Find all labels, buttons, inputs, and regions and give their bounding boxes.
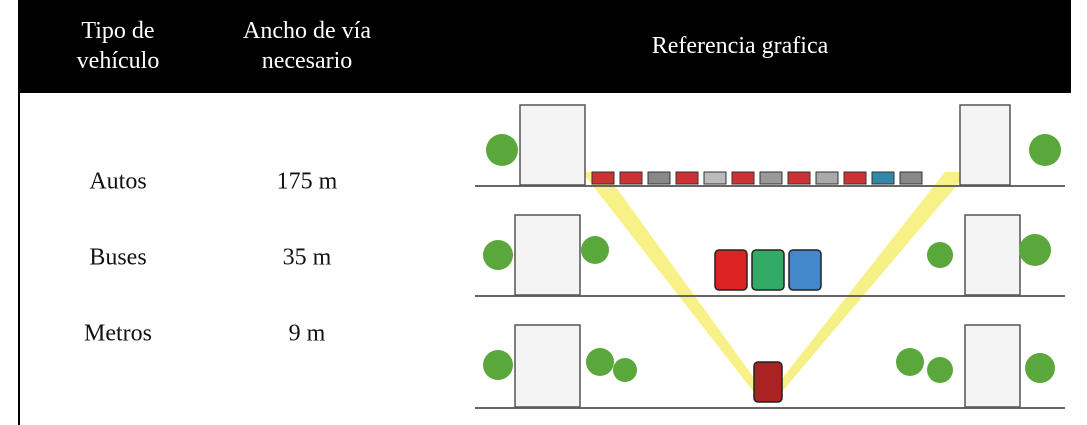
road-width: 9 m bbox=[288, 320, 326, 347]
header-cell: Ancho de vía necesario bbox=[243, 18, 371, 74]
header-row bbox=[18, 0, 1071, 93]
vehicle-type: Autos bbox=[89, 168, 147, 195]
road-width: 35 m bbox=[282, 244, 332, 271]
buildings bbox=[514, 104, 1021, 408]
header-cell: Tipo de vehículo bbox=[76, 18, 160, 74]
table-border bbox=[18, 93, 20, 425]
streets bbox=[475, 185, 1065, 409]
vehicle-type: Buses bbox=[89, 244, 147, 271]
cars bbox=[591, 171, 923, 185]
buses bbox=[714, 249, 822, 291]
light-cones bbox=[582, 172, 968, 400]
reference-illustration bbox=[475, 104, 1065, 409]
trees bbox=[483, 134, 1061, 383]
vehicle-type: Metros bbox=[84, 320, 152, 347]
metro bbox=[753, 361, 783, 403]
road-width: 175 m bbox=[276, 168, 338, 195]
header-cell: Referencia grafica bbox=[651, 33, 829, 59]
